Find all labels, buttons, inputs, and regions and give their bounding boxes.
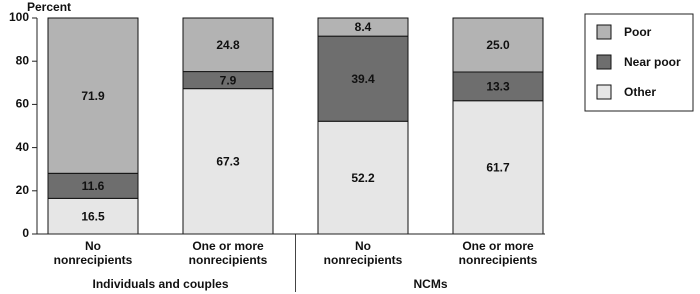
x-tick-label: nonrecipients xyxy=(459,253,538,267)
y-tick-label: 100 xyxy=(9,10,29,24)
data-label: 71.9 xyxy=(81,89,105,103)
legend-label: Other xyxy=(624,85,656,99)
bar-segment xyxy=(182,17,274,73)
bar-segment xyxy=(47,197,139,235)
legend-swatch xyxy=(596,24,612,40)
bar-segment xyxy=(452,17,544,73)
group-label: Individuals and couples xyxy=(92,277,228,291)
x-tick-label: One or more xyxy=(192,239,264,253)
bar-segment xyxy=(47,17,139,174)
y-tick-label: 40 xyxy=(16,140,30,154)
x-tick-label: One or more xyxy=(462,239,534,253)
data-label: 16.5 xyxy=(81,209,105,223)
data-label: 39.4 xyxy=(351,72,375,86)
bar-segment xyxy=(317,35,409,122)
group-label: NCMs xyxy=(413,277,447,291)
x-tick-label: No xyxy=(85,239,101,253)
y-tick-label: 80 xyxy=(16,53,30,67)
x-tick-label: nonrecipients xyxy=(324,253,403,267)
x-tick-label: No xyxy=(355,239,371,253)
data-label: 52.2 xyxy=(351,171,375,185)
bar-segment xyxy=(452,71,544,102)
bar-segment xyxy=(182,88,274,235)
legend-swatch xyxy=(596,84,612,100)
legend-label: Near poor xyxy=(624,55,681,69)
data-label: 25.0 xyxy=(486,38,510,52)
data-label: 24.8 xyxy=(216,38,240,52)
data-label: 61.7 xyxy=(486,161,510,175)
legend-swatch xyxy=(596,54,612,70)
y-tick-label: 20 xyxy=(16,183,30,197)
data-label: 8.4 xyxy=(355,20,372,34)
legend-label: Poor xyxy=(624,25,652,39)
data-label: 67.3 xyxy=(216,154,240,168)
bar-segment xyxy=(47,172,139,199)
y-tick-label: 0 xyxy=(22,226,29,240)
bar-segment xyxy=(317,17,409,37)
x-tick-label: nonrecipients xyxy=(54,253,133,267)
data-label: 13.3 xyxy=(486,80,510,94)
y-axis-label: Percent xyxy=(27,0,71,14)
y-tick-label: 60 xyxy=(16,97,30,111)
data-label: 7.9 xyxy=(220,73,237,87)
x-tick-label: nonrecipients xyxy=(189,253,268,267)
data-label: 11.6 xyxy=(82,179,105,193)
